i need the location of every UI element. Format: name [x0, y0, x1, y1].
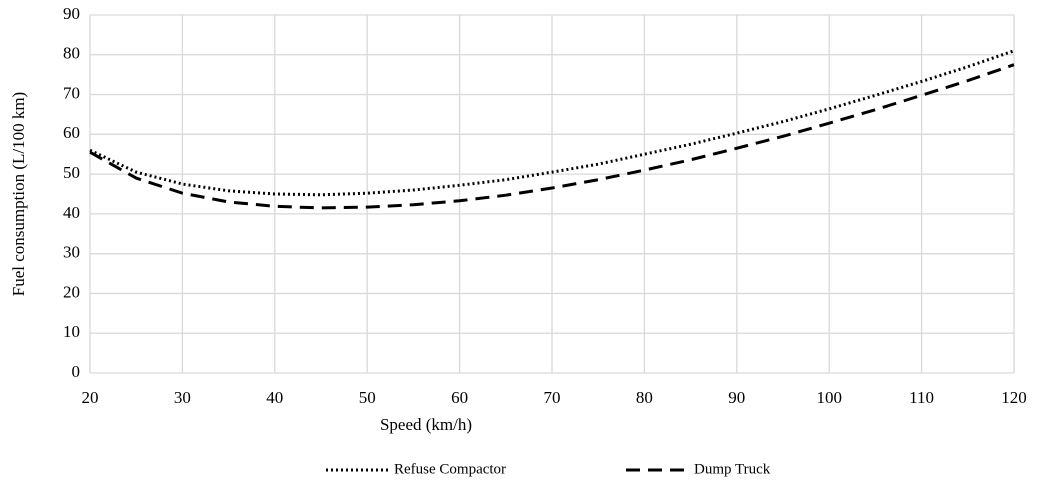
legend-label: Dump Truck [694, 461, 771, 477]
legend-label: Refuse Compactor [394, 461, 506, 477]
y-tick-label: 20 [63, 282, 80, 301]
x-axis-label: Speed (km/h) [380, 415, 472, 434]
y-tick-label: 90 [63, 4, 80, 23]
x-tick-label: 40 [266, 388, 283, 407]
x-tick-label: 50 [359, 388, 376, 407]
y-tick-label: 30 [63, 243, 80, 262]
x-tick-label: 120 [1001, 388, 1027, 407]
y-tick-label: 0 [72, 362, 81, 381]
x-tick-label: 20 [82, 388, 99, 407]
y-axis-label: Fuel consumption (L/100 km) [9, 92, 28, 296]
series-line [89, 49, 1015, 197]
x-tick-label: 100 [816, 388, 842, 407]
x-tick-label: 70 [544, 388, 561, 407]
y-tick-label: 80 [63, 44, 80, 63]
x-tick-label: 30 [174, 388, 191, 407]
x-tick-label: 60 [451, 388, 468, 407]
x-tick-label: 90 [728, 388, 745, 407]
y-tick-label: 10 [63, 322, 80, 341]
y-tick-label: 70 [63, 83, 80, 102]
y-tick-label: 40 [63, 203, 80, 222]
x-tick-label: 80 [636, 388, 653, 407]
x-tick-label: 110 [909, 388, 934, 407]
y-tick-label: 50 [63, 163, 80, 182]
y-tick-label: 60 [63, 123, 80, 142]
series-line [89, 63, 1015, 210]
